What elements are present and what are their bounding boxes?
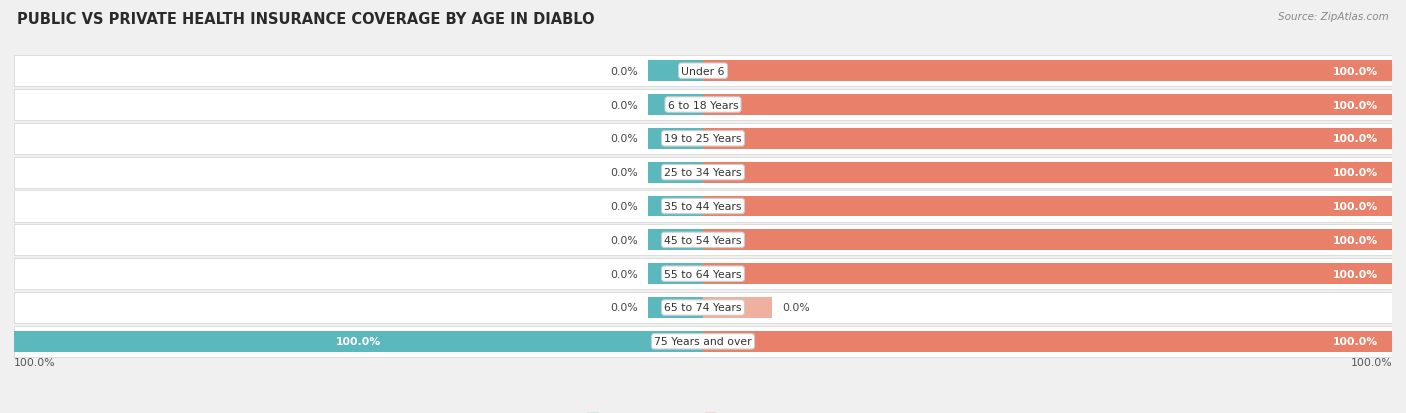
Text: 6 to 18 Years: 6 to 18 Years xyxy=(668,100,738,110)
Bar xyxy=(14,292,1392,323)
Bar xyxy=(703,196,1392,217)
Text: 100.0%: 100.0% xyxy=(1333,269,1378,279)
Text: 0.0%: 0.0% xyxy=(610,100,637,110)
Text: 0.0%: 0.0% xyxy=(610,202,637,211)
Text: 100.0%: 100.0% xyxy=(1333,134,1378,144)
Text: 100.0%: 100.0% xyxy=(1333,100,1378,110)
Bar xyxy=(14,157,1392,188)
Text: 100.0%: 100.0% xyxy=(1333,337,1378,347)
Bar xyxy=(648,263,703,285)
Bar xyxy=(14,191,1392,222)
Text: 75 Years and over: 75 Years and over xyxy=(654,337,752,347)
Bar xyxy=(703,230,1392,251)
Text: 100.0%: 100.0% xyxy=(1333,202,1378,211)
Bar xyxy=(703,331,1392,352)
Bar xyxy=(648,95,703,116)
Bar xyxy=(14,90,1392,121)
Bar xyxy=(703,128,1392,150)
Bar xyxy=(648,297,703,318)
Text: 0.0%: 0.0% xyxy=(610,66,637,76)
Text: 0.0%: 0.0% xyxy=(610,303,637,313)
Bar xyxy=(14,56,1392,87)
Text: 0.0%: 0.0% xyxy=(610,235,637,245)
Legend: Public Insurance, Private Insurance: Public Insurance, Private Insurance xyxy=(583,408,823,413)
Bar xyxy=(14,225,1392,256)
Text: 25 to 34 Years: 25 to 34 Years xyxy=(664,168,742,178)
Text: 100.0%: 100.0% xyxy=(1333,235,1378,245)
Bar xyxy=(648,196,703,217)
Text: 100.0%: 100.0% xyxy=(1350,357,1392,368)
Bar xyxy=(703,263,1392,285)
Bar xyxy=(703,61,1392,82)
Text: 0.0%: 0.0% xyxy=(610,269,637,279)
Text: 65 to 74 Years: 65 to 74 Years xyxy=(664,303,742,313)
Bar xyxy=(703,162,1392,183)
Text: 0.0%: 0.0% xyxy=(782,303,810,313)
Text: 0.0%: 0.0% xyxy=(610,134,637,144)
Text: Under 6: Under 6 xyxy=(682,66,724,76)
Text: 100.0%: 100.0% xyxy=(1333,66,1378,76)
Bar xyxy=(648,128,703,150)
Text: 100.0%: 100.0% xyxy=(1333,168,1378,178)
Text: 45 to 54 Years: 45 to 54 Years xyxy=(664,235,742,245)
Bar xyxy=(14,123,1392,154)
Bar xyxy=(648,61,703,82)
Text: 55 to 64 Years: 55 to 64 Years xyxy=(664,269,742,279)
Text: 100.0%: 100.0% xyxy=(336,337,381,347)
Bar xyxy=(14,331,703,352)
Bar xyxy=(648,162,703,183)
Bar xyxy=(14,326,1392,357)
Text: Source: ZipAtlas.com: Source: ZipAtlas.com xyxy=(1278,12,1389,22)
Text: 100.0%: 100.0% xyxy=(14,357,56,368)
Text: 0.0%: 0.0% xyxy=(610,168,637,178)
Bar xyxy=(703,95,1392,116)
Text: 19 to 25 Years: 19 to 25 Years xyxy=(664,134,742,144)
Text: PUBLIC VS PRIVATE HEALTH INSURANCE COVERAGE BY AGE IN DIABLO: PUBLIC VS PRIVATE HEALTH INSURANCE COVER… xyxy=(17,12,595,27)
Bar xyxy=(14,259,1392,290)
Bar xyxy=(703,297,772,318)
Bar xyxy=(648,230,703,251)
Text: 35 to 44 Years: 35 to 44 Years xyxy=(664,202,742,211)
